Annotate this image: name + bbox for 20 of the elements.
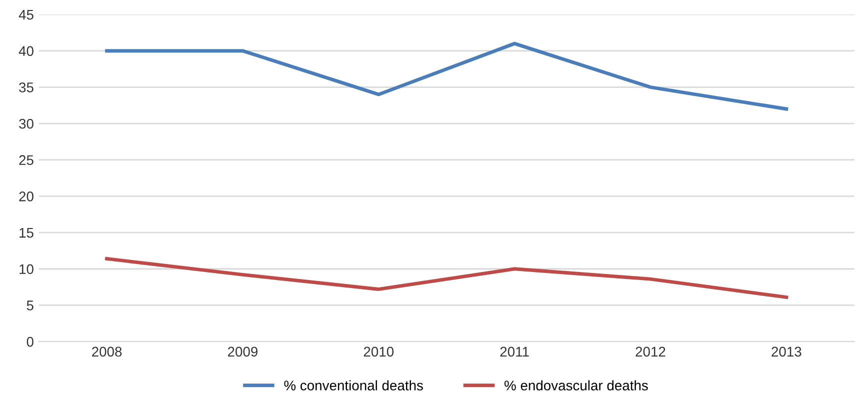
line-series bbox=[105, 42, 788, 111]
y-tick-label: 10 bbox=[20, 264, 34, 274]
y-tick-label: 35 bbox=[19, 82, 34, 92]
x-tick-label: 2013 bbox=[772, 346, 802, 357]
x-tick-label: 2008 bbox=[92, 346, 122, 357]
y-tick-label: 0 bbox=[26, 336, 34, 347]
x-tick-label: 2010 bbox=[364, 346, 394, 357]
legend-label: % endovascular deaths bbox=[504, 380, 648, 390]
y-tick-label: 20 bbox=[19, 192, 34, 202]
y-tick-label: 40 bbox=[18, 46, 34, 56]
y-tick-label: 30 bbox=[19, 118, 34, 129]
y-tick-label: 5 bbox=[26, 300, 34, 310]
x-tick-label: 2011 bbox=[500, 346, 529, 357]
y-tick-label: 25 bbox=[19, 155, 34, 166]
x-tick-label: 2012 bbox=[636, 346, 666, 357]
y-tick-label: 15 bbox=[20, 228, 34, 238]
y-tick-label: 45 bbox=[18, 10, 34, 20]
x-tick-label: 2009 bbox=[228, 346, 258, 357]
line-series bbox=[105, 256, 788, 299]
legend-label: % conventional deaths bbox=[284, 380, 423, 390]
